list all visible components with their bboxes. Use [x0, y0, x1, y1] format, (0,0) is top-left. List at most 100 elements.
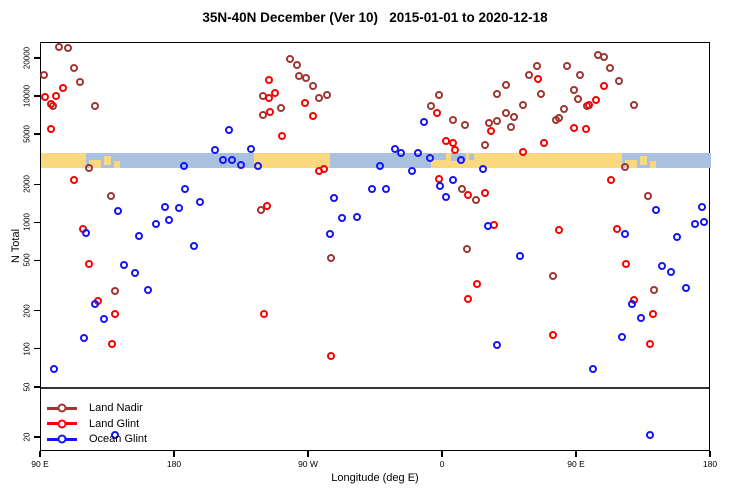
data-point-land-nadir [462, 244, 471, 253]
data-point-ocean-glint [190, 242, 199, 251]
data-point-ocean-glint [690, 219, 699, 228]
strip-segment-land [475, 153, 622, 168]
data-point-ocean-glint [681, 283, 690, 292]
y-axis-tick-label: 100 [22, 341, 32, 356]
data-point-land-glint [645, 339, 654, 348]
data-point-land-nadir [575, 71, 584, 80]
y-axis-tick [34, 259, 40, 262]
data-point-land-nadir [562, 62, 571, 70]
data-point-ocean-glint [246, 145, 255, 154]
data-point-land-nadir [293, 61, 302, 70]
strip-subpatch [113, 160, 120, 168]
data-point-ocean-glint [330, 193, 339, 202]
data-point-ocean-glint [181, 184, 190, 193]
data-point-land-glint [260, 310, 269, 319]
y-axis-tick-label: 1000 [22, 213, 32, 232]
data-point-ocean-glint [456, 156, 465, 165]
chart-title: 35N-40N December (Ver 10) 2015-01-01 to … [202, 10, 548, 25]
data-point-ocean-glint [151, 219, 160, 228]
data-point-ocean-glint [698, 202, 707, 211]
data-point-land-glint [108, 339, 117, 348]
strip-segment-land [41, 153, 86, 168]
data-point-land-nadir [257, 206, 266, 215]
legend-marker-line [47, 419, 77, 428]
strip-subpatch [624, 159, 638, 168]
data-point-land-glint [549, 330, 558, 339]
y-axis-tick [34, 57, 40, 59]
data-point-land-glint [584, 100, 593, 109]
data-point-ocean-glint [135, 232, 144, 241]
legend-marker-line [47, 403, 77, 413]
data-point-ocean-glint [620, 230, 629, 239]
data-point-land-nadir [620, 163, 629, 172]
data-point-land-nadir [537, 89, 546, 98]
data-point-land-nadir [322, 90, 331, 99]
strip-segment-mixed_japan [85, 153, 125, 168]
data-point-land-glint [570, 123, 579, 132]
legend-item-ocean-glint: Ocean Glint [47, 431, 147, 447]
data-point-land-nadir [471, 195, 480, 204]
legend-marker-circle [57, 419, 67, 428]
x-axis-tick-label: 0 [439, 459, 445, 469]
data-point-land-glint [266, 108, 275, 117]
data-point-land-nadir [111, 287, 120, 296]
data-point-land-nadir [501, 109, 510, 118]
legend-marker-circle [57, 403, 67, 413]
data-point-ocean-glint [413, 148, 422, 157]
data-point-land-glint [581, 125, 590, 134]
data-point-ocean-glint [81, 229, 90, 237]
y-axis-tick-label: 200 [22, 303, 32, 318]
data-point-land-nadir [327, 254, 336, 263]
data-point-land-nadir [552, 115, 561, 124]
data-point-ocean-glint [80, 333, 89, 342]
data-point-ocean-glint [254, 162, 263, 171]
data-point-ocean-glint [211, 146, 220, 155]
data-point-land-nadir [258, 111, 267, 120]
data-point-ocean-glint [337, 214, 346, 223]
data-point-ocean-glint [114, 207, 123, 216]
legend-item-land-nadir: Land Nadir [47, 400, 143, 416]
data-point-ocean-glint [175, 204, 184, 213]
data-point-land-glint [264, 76, 273, 85]
data-point-land-nadir [532, 62, 541, 70]
y-axis-tick [34, 133, 40, 135]
data-point-ocean-glint [441, 193, 450, 202]
data-point-ocean-glint [218, 156, 227, 165]
strip-subpatch [433, 153, 446, 160]
x-axis-tick-label: 90 E [567, 459, 585, 469]
data-point-ocean-glint [111, 431, 120, 440]
data-point-ocean-glint [160, 202, 169, 211]
y-axis-tick-label: 500 [22, 253, 32, 268]
y-axis-tick-label: 50 [22, 382, 32, 392]
data-point-land-nadir [39, 71, 48, 80]
data-point-land-glint [69, 176, 78, 185]
data-point-land-glint [555, 226, 564, 235]
y-axis-title: N Total [10, 228, 23, 264]
data-point-land-glint [41, 93, 50, 102]
data-point-ocean-glint [407, 166, 416, 175]
x-axis-tick [39, 451, 41, 457]
data-point-ocean-glint [666, 267, 675, 276]
data-point-land-nadir [302, 73, 311, 82]
data-point-land-glint [315, 166, 324, 175]
strip-subpatch [649, 160, 656, 168]
data-point-land-glint [51, 91, 60, 100]
data-point-ocean-glint [645, 431, 654, 440]
y-axis-tick [34, 347, 40, 350]
legend-divider-line [41, 387, 709, 389]
y-axis-tick-label: 20000 [22, 46, 32, 70]
data-point-ocean-glint [436, 181, 445, 190]
data-point-ocean-glint [425, 153, 434, 162]
data-point-ocean-glint [224, 126, 233, 134]
strip-segment-ocean [660, 153, 711, 168]
strip-subpatch [104, 155, 112, 165]
data-point-ocean-glint [483, 221, 492, 230]
data-point-land-glint [592, 96, 601, 104]
data-point-ocean-glint [352, 213, 361, 222]
data-point-land-glint [309, 111, 318, 120]
divider-outer-tick [34, 386, 40, 388]
data-point-land-glint [263, 202, 272, 211]
data-point-land-nadir [605, 63, 614, 72]
data-point-ocean-glint [120, 260, 129, 269]
data-point-land-nadir [501, 81, 510, 90]
